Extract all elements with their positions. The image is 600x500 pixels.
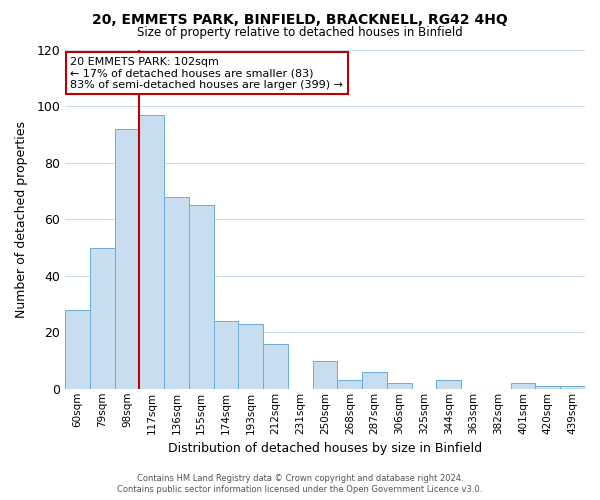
Bar xyxy=(90,248,115,389)
Bar xyxy=(535,386,560,389)
Bar xyxy=(115,129,139,389)
Bar xyxy=(436,380,461,389)
Bar xyxy=(313,360,337,389)
Bar xyxy=(65,310,90,389)
Bar xyxy=(189,206,214,389)
Text: 20 EMMETS PARK: 102sqm
← 17% of detached houses are smaller (83)
83% of semi-det: 20 EMMETS PARK: 102sqm ← 17% of detached… xyxy=(70,57,343,90)
Bar xyxy=(263,344,288,389)
Text: 20, EMMETS PARK, BINFIELD, BRACKNELL, RG42 4HQ: 20, EMMETS PARK, BINFIELD, BRACKNELL, RG… xyxy=(92,12,508,26)
Y-axis label: Number of detached properties: Number of detached properties xyxy=(15,121,28,318)
Bar xyxy=(387,383,412,389)
Bar xyxy=(362,372,387,389)
Bar xyxy=(238,324,263,389)
Bar xyxy=(164,197,189,389)
Bar xyxy=(560,386,585,389)
Bar xyxy=(337,380,362,389)
Text: Contains HM Land Registry data © Crown copyright and database right 2024.
Contai: Contains HM Land Registry data © Crown c… xyxy=(118,474,482,494)
Bar xyxy=(511,383,535,389)
Bar xyxy=(214,321,238,389)
X-axis label: Distribution of detached houses by size in Binfield: Distribution of detached houses by size … xyxy=(168,442,482,455)
Bar xyxy=(139,115,164,389)
Text: Size of property relative to detached houses in Binfield: Size of property relative to detached ho… xyxy=(137,26,463,39)
